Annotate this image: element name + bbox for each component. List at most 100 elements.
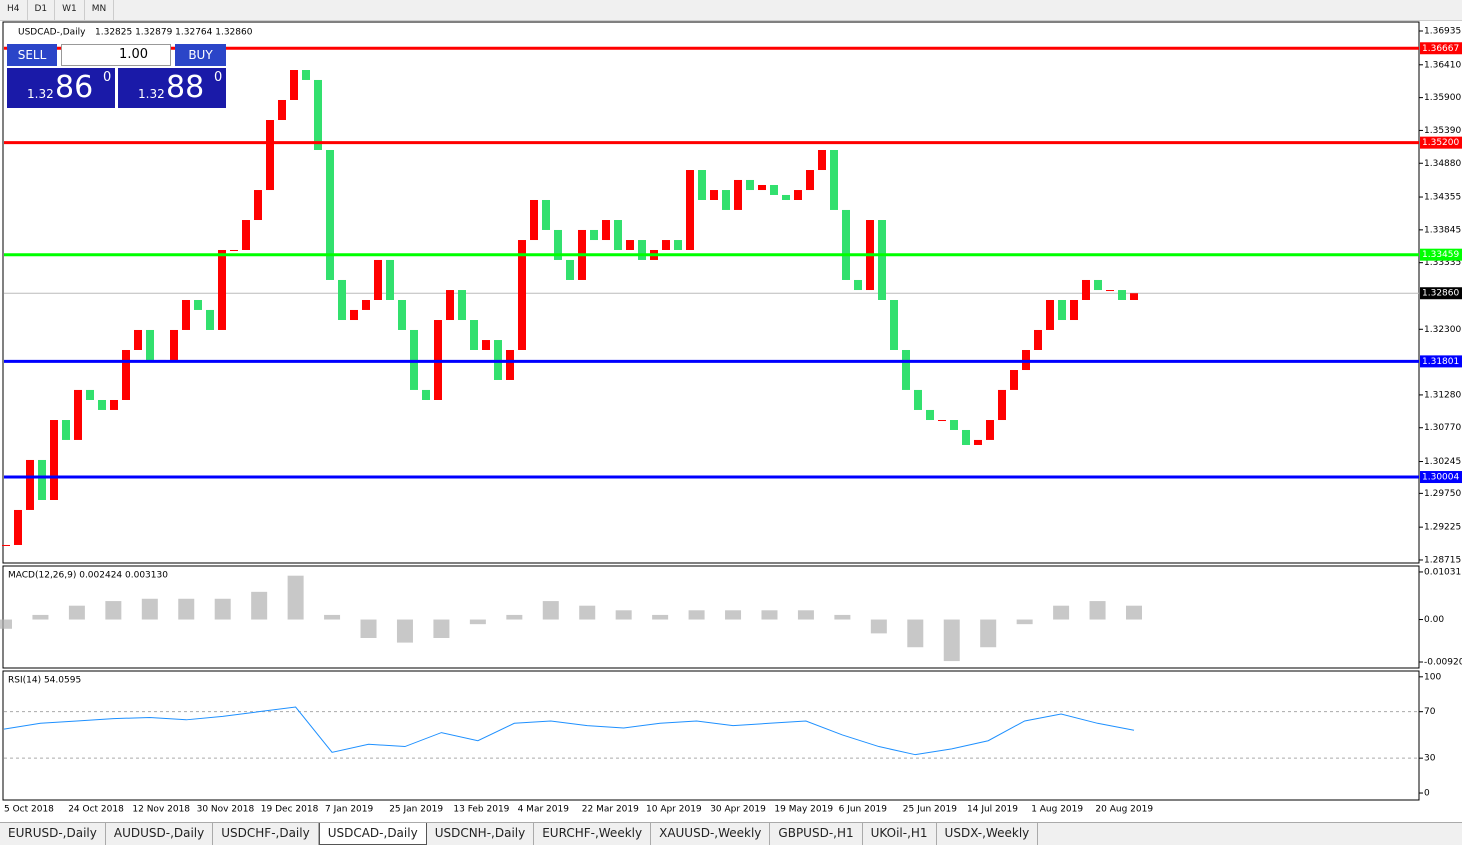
level-box	[1420, 248, 1462, 261]
macd-bar	[251, 591, 268, 620]
candle	[842, 209, 850, 280]
timeframe-button[interactable]: D1	[28, 0, 56, 20]
candle	[1034, 329, 1042, 350]
timeframe-button[interactable]: MN	[85, 0, 115, 20]
macd-bar	[1126, 605, 1142, 620]
chart-title: USDCAD-,Daily	[18, 28, 86, 38]
macd-bar	[542, 601, 559, 620]
macd-bar	[761, 610, 778, 620]
candle	[458, 290, 466, 321]
macd-bar	[506, 614, 523, 620]
candle	[62, 420, 70, 440]
macd-bar	[178, 598, 195, 620]
y-tick-label: 1.32300	[1424, 325, 1461, 335]
x-tick-label: 30 Apr 2019	[710, 805, 766, 815]
macd-bar	[725, 610, 742, 620]
macd-bar	[68, 605, 85, 620]
macd-label: MACD(12,26,9) 0.002424 0.003130	[8, 571, 168, 581]
candle	[878, 220, 886, 300]
symbol-tab[interactable]: USDX-,Weekly	[937, 823, 1039, 845]
y-tick-label: 1.34355	[1424, 193, 1461, 203]
timeframe-button[interactable]: W1	[55, 0, 85, 20]
macd-tick-label: -0.009203	[1424, 658, 1462, 668]
candle	[98, 399, 106, 410]
candle	[26, 459, 34, 510]
symbol-tab[interactable]: GBPUSD-,H1	[770, 823, 863, 845]
macd-bar	[980, 619, 997, 648]
candle	[974, 439, 982, 445]
sell-button[interactable]: SELL	[7, 44, 57, 66]
y-tick-label: 1.29225	[1424, 523, 1461, 533]
macd-bar	[396, 619, 413, 643]
x-tick-label: 30 Nov 2018	[197, 805, 255, 815]
candle	[950, 420, 958, 430]
timeframe-button[interactable]: H4	[0, 0, 28, 20]
buy-sup: 0	[214, 70, 223, 85]
macd-bar	[214, 598, 231, 620]
y-tick-label: 1.30770	[1424, 423, 1461, 433]
x-tick-label: 4 Mar 2019	[518, 805, 570, 815]
macd-bar	[433, 619, 450, 638]
buy-big: 88	[166, 70, 205, 105]
candle	[302, 70, 310, 80]
candle	[770, 185, 778, 195]
rsi-tick-label: 0	[1424, 789, 1430, 799]
candle	[1046, 299, 1054, 330]
candle	[290, 70, 298, 100]
candle	[350, 309, 358, 321]
macd-bar	[324, 614, 341, 620]
y-tick-label: 1.33335	[1424, 258, 1461, 268]
candle	[122, 349, 130, 400]
symbol-tabs: EURUSD-,Daily AUDUSD-,Daily USDCHF-,Daily U…	[0, 822, 1462, 845]
y-tick-label: 1.36410	[1424, 60, 1461, 70]
y-tick-label: 1.30245	[1424, 457, 1461, 467]
level-label: 1.36667	[1422, 44, 1459, 54]
x-tick-label: 24 Oct 2018	[68, 805, 124, 815]
candle	[686, 170, 694, 250]
candle	[386, 259, 394, 300]
symbol-tab[interactable]: USDCHF-,Daily	[213, 823, 319, 845]
candle	[854, 279, 862, 291]
candle	[506, 349, 514, 380]
candle	[14, 509, 22, 545]
macd-bar	[0, 619, 12, 629]
candle	[170, 329, 178, 360]
symbol-tab[interactable]: UKOil-,H1	[863, 823, 937, 845]
symbol-tab[interactable]: USDCNH-,Daily	[427, 823, 535, 845]
candle	[86, 389, 94, 400]
candle	[926, 409, 934, 421]
symbol-tab[interactable]: AUDUSD-,Daily	[106, 823, 214, 845]
candle	[446, 290, 454, 321]
y-tick-label: 1.36935	[1424, 27, 1461, 37]
buy-button[interactable]: BUY	[175, 44, 226, 66]
symbol-tab[interactable]: EURUSD-,Daily	[0, 823, 106, 845]
candle	[38, 459, 46, 501]
candle	[710, 190, 718, 200]
sell-price[interactable]: 1.32 86 0	[7, 68, 115, 108]
symbol-tab[interactable]: USDCAD-,Daily	[318, 823, 427, 845]
macd-bar	[287, 575, 304, 620]
rsi-tick-label: 30	[1424, 754, 1436, 764]
candle	[698, 170, 706, 200]
buy-price[interactable]: 1.32 88 0	[118, 68, 226, 108]
level-box	[1420, 355, 1462, 368]
candle	[746, 179, 754, 191]
macd-bar	[32, 614, 49, 620]
macd-bar	[1016, 619, 1033, 625]
lot-input[interactable]: 1.00	[61, 44, 171, 66]
candle	[1058, 299, 1066, 321]
candle	[530, 199, 538, 241]
level-box	[1420, 42, 1462, 55]
sell-big: 86	[55, 70, 94, 105]
candle	[206, 309, 214, 330]
rsi-tick-label: 100	[1424, 672, 1441, 682]
candle	[914, 389, 922, 410]
candle	[194, 299, 202, 310]
symbol-tab[interactable]: EURCHF-,Weekly	[534, 823, 652, 845]
candle	[998, 389, 1006, 421]
x-tick-label: 20 Aug 2019	[1095, 805, 1153, 815]
candle	[1010, 370, 1018, 390]
symbol-tab[interactable]: XAUUSD-,Weekly	[651, 823, 771, 845]
